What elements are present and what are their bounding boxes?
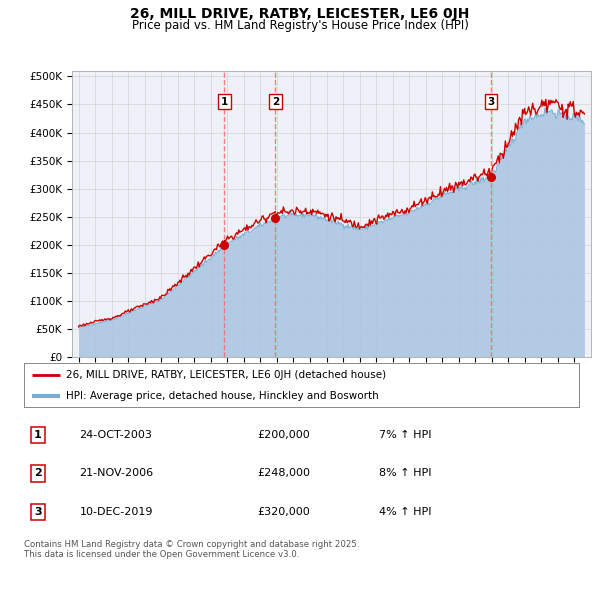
Text: 24-OCT-2003: 24-OCT-2003 — [79, 430, 152, 440]
Text: 2: 2 — [272, 97, 279, 107]
Text: Price paid vs. HM Land Registry's House Price Index (HPI): Price paid vs. HM Land Registry's House … — [131, 19, 469, 32]
Text: 7% ↑ HPI: 7% ↑ HPI — [379, 430, 432, 440]
Text: 10-DEC-2019: 10-DEC-2019 — [79, 507, 153, 517]
Text: HPI: Average price, detached house, Hinckley and Bosworth: HPI: Average price, detached house, Hinc… — [65, 391, 379, 401]
Text: 4% ↑ HPI: 4% ↑ HPI — [379, 507, 432, 517]
Text: 2: 2 — [34, 468, 42, 478]
Text: Contains HM Land Registry data © Crown copyright and database right 2025.
This d: Contains HM Land Registry data © Crown c… — [24, 540, 359, 559]
Text: £248,000: £248,000 — [257, 468, 310, 478]
Text: 8% ↑ HPI: 8% ↑ HPI — [379, 468, 432, 478]
Text: 26, MILL DRIVE, RATBY, LEICESTER, LE6 0JH: 26, MILL DRIVE, RATBY, LEICESTER, LE6 0J… — [130, 7, 470, 21]
Text: £320,000: £320,000 — [257, 507, 310, 517]
Text: 26, MILL DRIVE, RATBY, LEICESTER, LE6 0JH (detached house): 26, MILL DRIVE, RATBY, LEICESTER, LE6 0J… — [65, 371, 386, 380]
Text: 1: 1 — [221, 97, 228, 107]
Text: 1: 1 — [34, 430, 42, 440]
Text: 3: 3 — [487, 97, 494, 107]
Text: £200,000: £200,000 — [257, 430, 310, 440]
Text: 3: 3 — [34, 507, 41, 517]
Text: 21-NOV-2006: 21-NOV-2006 — [79, 468, 154, 478]
